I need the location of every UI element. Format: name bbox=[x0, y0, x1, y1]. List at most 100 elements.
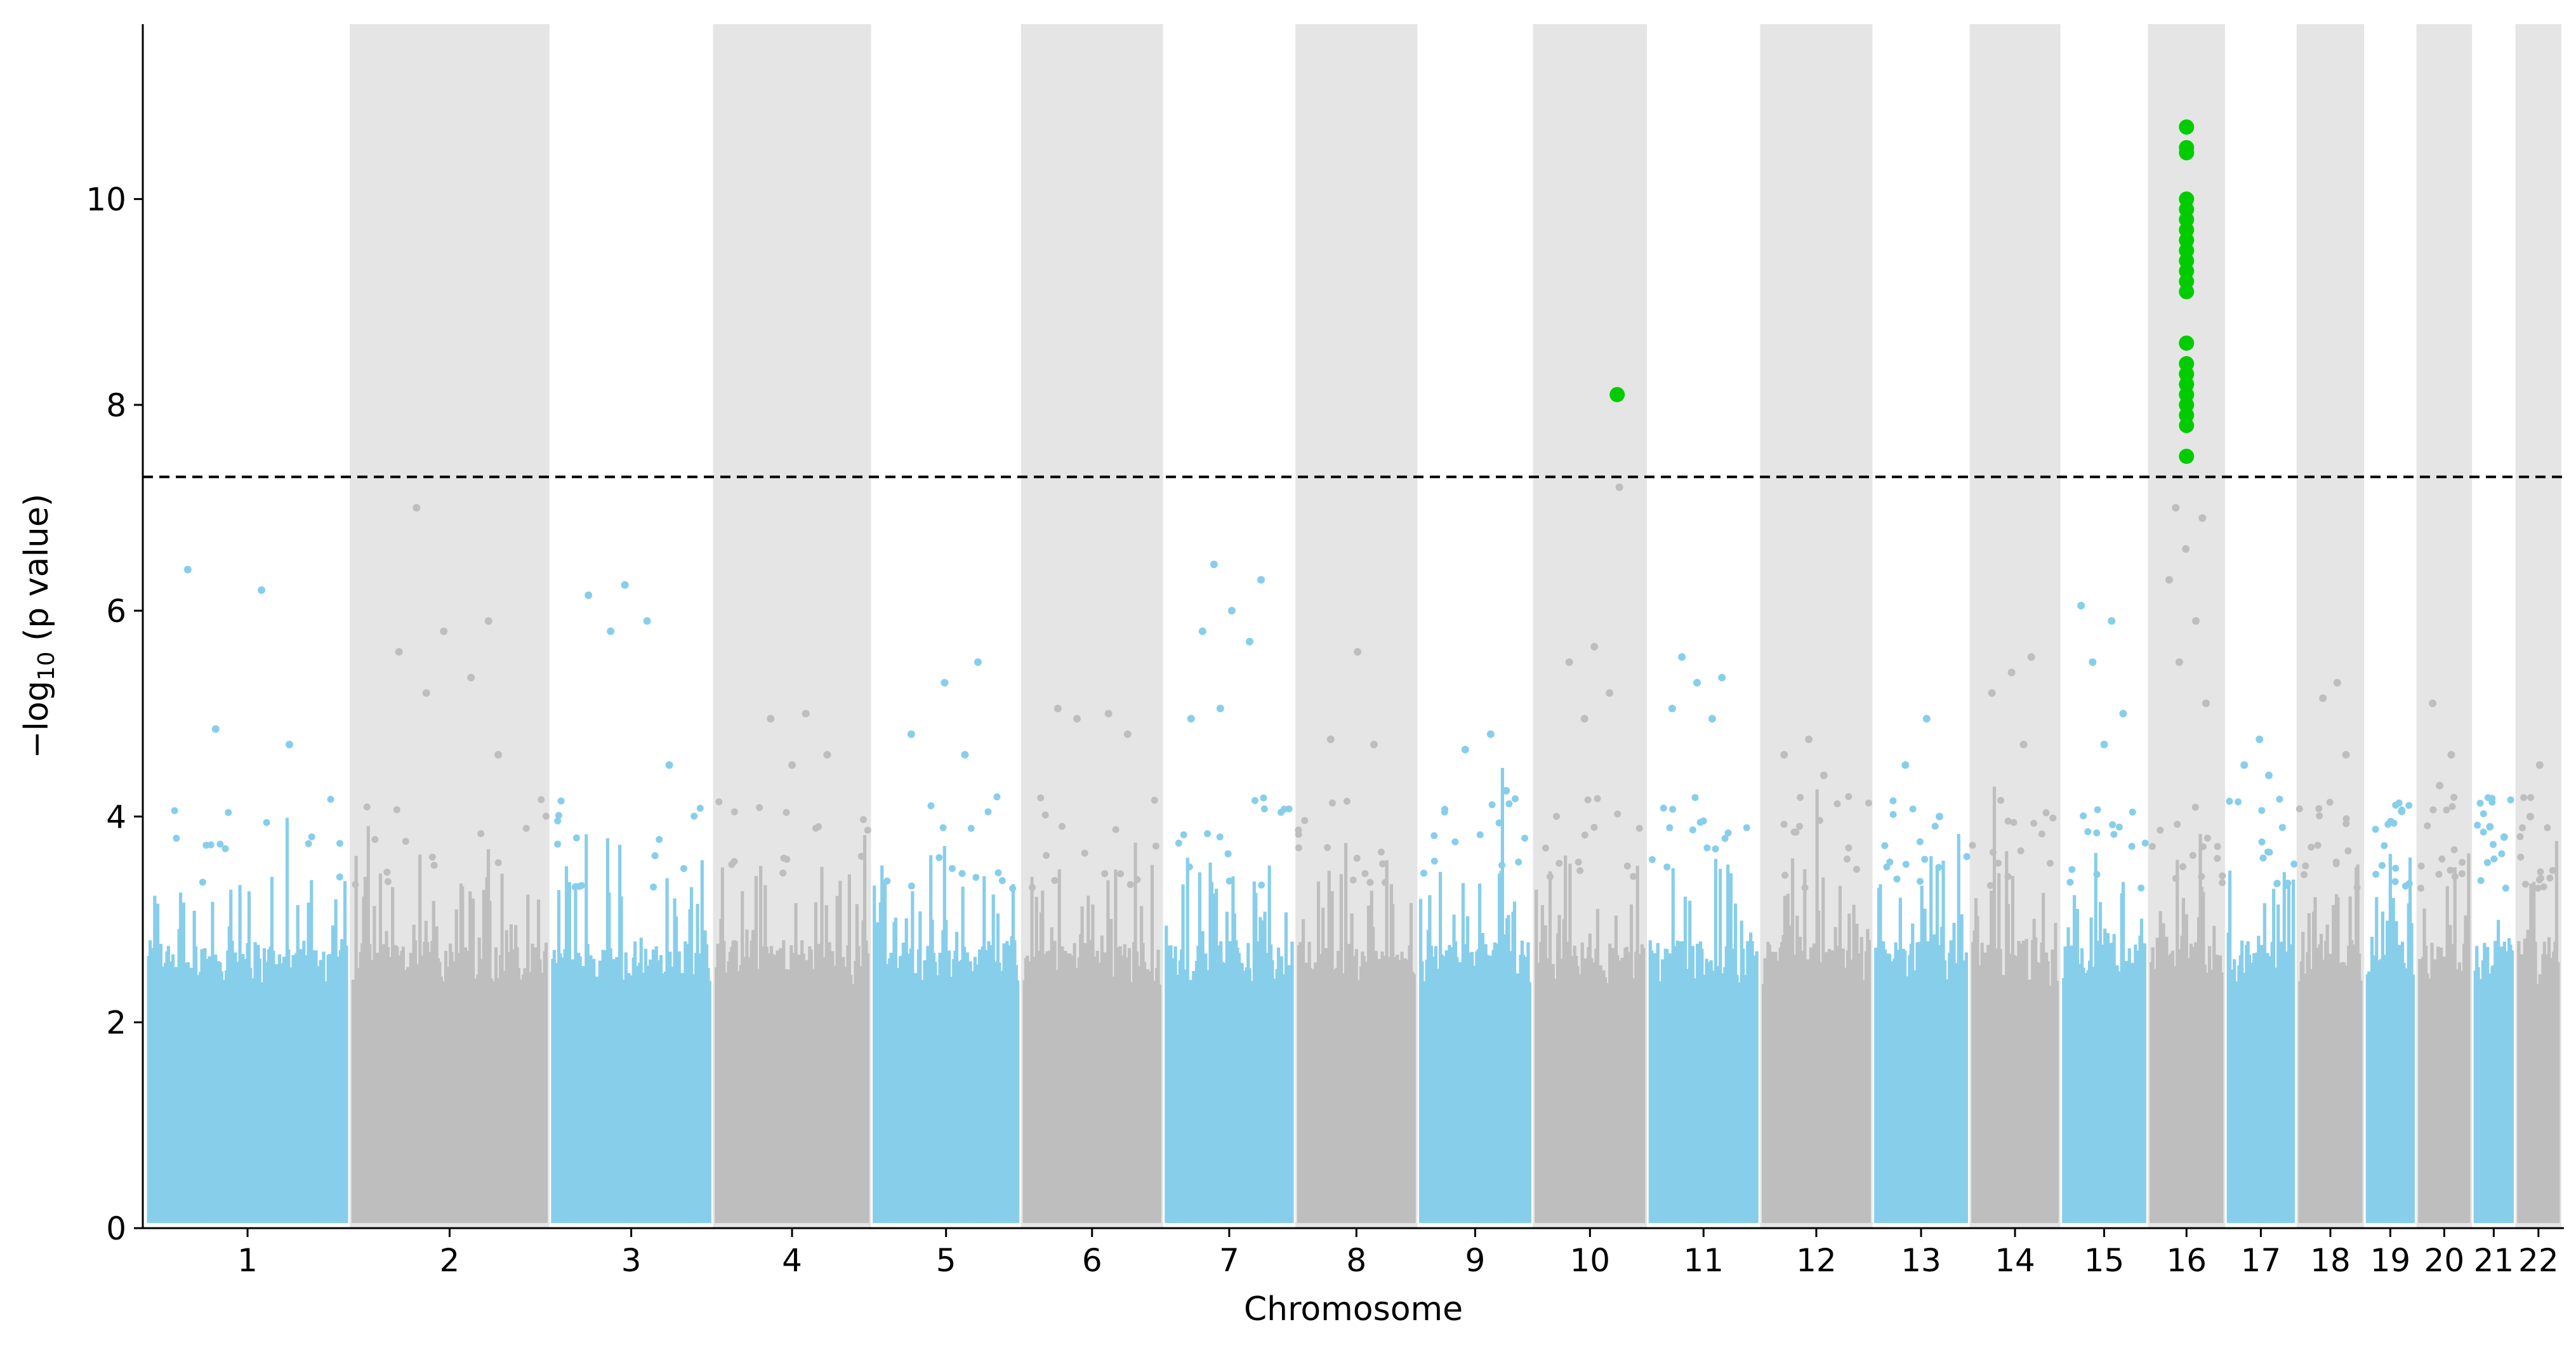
snp-point bbox=[2438, 855, 2446, 863]
snp-column bbox=[1016, 980, 1020, 1223]
x-tick-label-10: 10 bbox=[1569, 1242, 1610, 1279]
top-hit-point bbox=[1354, 648, 1362, 656]
snp-point bbox=[2259, 854, 2267, 862]
snp-point bbox=[1995, 859, 2002, 867]
top-hit-point bbox=[907, 730, 915, 738]
top-hit-point bbox=[2165, 576, 2174, 584]
snp-point bbox=[1112, 826, 1120, 833]
chromosome-points-12 bbox=[1762, 789, 1872, 1223]
top-hit-point bbox=[1615, 483, 1623, 491]
snp-point bbox=[477, 830, 485, 837]
snp-point bbox=[715, 798, 723, 805]
snp-points bbox=[147, 483, 2560, 1223]
top-hit-point bbox=[974, 658, 982, 666]
top-hit-point bbox=[286, 740, 294, 748]
snp-point bbox=[1441, 805, 1448, 813]
snp-point bbox=[2517, 853, 2525, 861]
top-hit-point bbox=[1210, 560, 1218, 569]
snp-point bbox=[1353, 854, 1361, 862]
snp-column bbox=[1755, 951, 1759, 1223]
top-hit-point bbox=[1326, 735, 1335, 743]
y-axis-label-rest: (p value) bbox=[18, 494, 56, 652]
snp-point bbox=[2498, 850, 2506, 857]
snp-point bbox=[2405, 880, 2413, 887]
snp-point bbox=[1883, 863, 1891, 871]
snp-point bbox=[2129, 809, 2136, 816]
significant-snp-point bbox=[2179, 448, 2195, 464]
snp-point bbox=[263, 819, 270, 826]
snp-point bbox=[2391, 878, 2399, 885]
snp-point bbox=[2199, 843, 2207, 850]
snp-point bbox=[2477, 877, 2485, 884]
snp-point bbox=[2219, 879, 2226, 887]
top-hit-point bbox=[2007, 668, 2016, 677]
chromosome-points-22 bbox=[2516, 793, 2560, 1223]
top-hit-point bbox=[665, 761, 673, 769]
snp-point bbox=[202, 842, 210, 849]
snp-point bbox=[927, 802, 935, 810]
chromosome-points-19 bbox=[2365, 799, 2415, 1223]
snp-point bbox=[383, 868, 391, 876]
snp-point bbox=[2476, 799, 2484, 807]
top-hit-point bbox=[2526, 812, 2534, 821]
snp-point bbox=[221, 845, 229, 852]
snp-point bbox=[2424, 822, 2431, 830]
snp-point bbox=[2490, 855, 2498, 863]
snp-point bbox=[859, 816, 867, 823]
snp-point bbox=[1921, 856, 1929, 863]
snp-point bbox=[1703, 844, 1711, 852]
snp-point bbox=[1009, 885, 1017, 892]
snp-point bbox=[1691, 794, 1699, 802]
snp-point bbox=[1204, 830, 1212, 838]
snp-point bbox=[1630, 873, 1637, 880]
snp-point bbox=[1151, 797, 1158, 804]
snp-point bbox=[2219, 872, 2226, 880]
chromosome-points-13 bbox=[1874, 797, 1971, 1223]
chromosome-points-10 bbox=[1535, 795, 1646, 1223]
top-hit-point bbox=[1073, 715, 1081, 723]
snp-point bbox=[1986, 882, 1994, 889]
snp-point bbox=[2378, 862, 2386, 870]
snp-point bbox=[1853, 866, 1860, 873]
snp-point bbox=[1224, 850, 1232, 857]
snp-point bbox=[2042, 809, 2050, 817]
x-tick-label-8: 8 bbox=[1346, 1242, 1366, 1279]
top-hit-point bbox=[1187, 715, 1195, 723]
snp-point bbox=[2326, 798, 2334, 806]
snp-point bbox=[1816, 817, 1823, 824]
snp-point bbox=[2447, 866, 2454, 874]
snp-column bbox=[2359, 981, 2363, 1223]
snp-column bbox=[1964, 952, 1968, 1223]
snp-point bbox=[998, 877, 1006, 885]
top-hit-point bbox=[1227, 607, 1236, 615]
top-hit-point bbox=[395, 648, 403, 656]
snp-point bbox=[199, 878, 206, 886]
snp-point bbox=[1721, 835, 1729, 842]
snp-point bbox=[384, 878, 392, 885]
snp-point bbox=[2179, 863, 2187, 871]
y-tick-label: 4 bbox=[106, 798, 126, 835]
top-hit-point bbox=[2342, 751, 2350, 759]
top-hit-point bbox=[211, 725, 220, 733]
snp-point bbox=[2521, 880, 2529, 888]
x-tick-label-9: 9 bbox=[1465, 1242, 1486, 1279]
snp-point bbox=[1889, 797, 1897, 805]
top-hit-point bbox=[1668, 705, 1676, 713]
chromosome-points-14 bbox=[1969, 786, 2059, 1223]
snp-column bbox=[1158, 984, 1162, 1223]
snp-point bbox=[1902, 861, 1910, 868]
snp-point bbox=[1251, 797, 1258, 804]
snp-point bbox=[2448, 803, 2456, 811]
snp-point bbox=[1366, 878, 1374, 886]
snp-point bbox=[1575, 858, 1582, 866]
snp-point bbox=[1581, 831, 1589, 839]
snp-point bbox=[1886, 858, 1894, 866]
snp-point bbox=[1285, 805, 1293, 813]
snp-point bbox=[336, 873, 343, 881]
snp-point bbox=[1101, 870, 1109, 878]
top-hit-point bbox=[2192, 617, 2200, 625]
chromosome-points-16 bbox=[2148, 804, 2226, 1223]
snp-point bbox=[2093, 871, 2101, 878]
top-hit-point bbox=[2175, 658, 2183, 666]
snp-point bbox=[2266, 849, 2273, 856]
